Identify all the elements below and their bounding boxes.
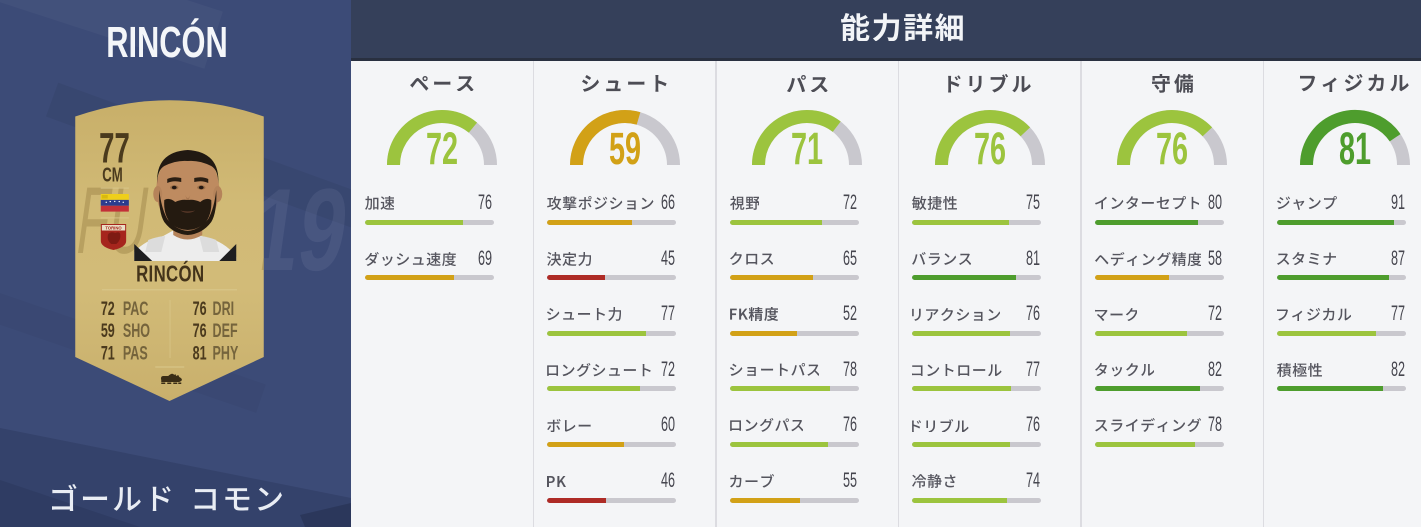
svg-text:DEF: DEF — [213, 321, 238, 342]
svg-text:77: 77 — [99, 123, 130, 172]
svg-text:71: 71 — [101, 343, 115, 364]
svg-text:72: 72 — [101, 298, 115, 319]
svg-text:PAC: PAC — [123, 298, 149, 319]
svg-text:76: 76 — [193, 298, 207, 319]
svg-text:59: 59 — [101, 321, 115, 342]
svg-text:CM: CM — [102, 164, 123, 186]
svg-text:PAS: PAS — [123, 343, 148, 364]
svg-text:SHO: SHO — [123, 321, 150, 342]
svg-text:PHY: PHY — [213, 343, 239, 364]
svg-text:81: 81 — [193, 343, 207, 364]
svg-text:DRI: DRI — [213, 298, 235, 319]
svg-text:19: 19 — [248, 164, 351, 285]
svg-text:TORINO: TORINO — [105, 226, 122, 231]
svg-text:76: 76 — [193, 321, 207, 342]
svg-text:RINCÓN: RINCÓN — [136, 260, 204, 287]
